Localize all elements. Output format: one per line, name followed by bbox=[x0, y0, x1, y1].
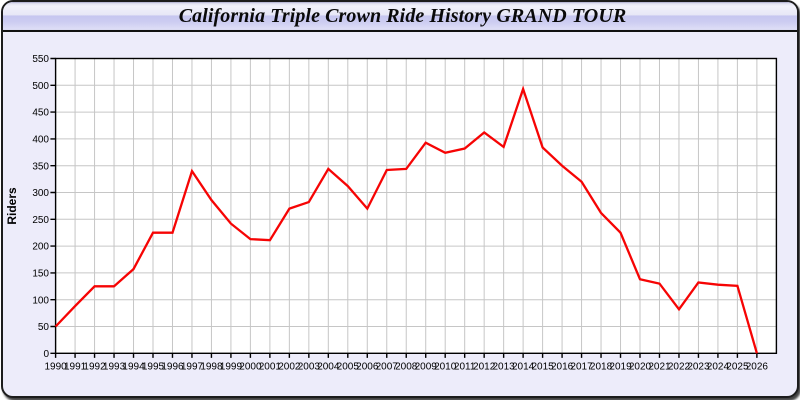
svg-text:2012: 2012 bbox=[473, 362, 496, 373]
svg-text:2015: 2015 bbox=[531, 362, 554, 373]
svg-text:150: 150 bbox=[32, 269, 49, 280]
svg-text:0: 0 bbox=[43, 349, 49, 360]
svg-text:1990: 1990 bbox=[44, 362, 67, 373]
svg-text:2019: 2019 bbox=[609, 362, 632, 373]
svg-text:2000: 2000 bbox=[239, 362, 262, 373]
svg-text:1998: 1998 bbox=[200, 362, 223, 373]
svg-text:1993: 1993 bbox=[103, 362, 126, 373]
svg-text:400: 400 bbox=[32, 135, 49, 146]
svg-text:300: 300 bbox=[32, 188, 49, 199]
svg-text:1999: 1999 bbox=[220, 362, 243, 373]
svg-text:2001: 2001 bbox=[259, 362, 282, 373]
svg-text:1995: 1995 bbox=[142, 362, 165, 373]
svg-text:2024: 2024 bbox=[707, 362, 730, 373]
svg-text:350: 350 bbox=[32, 161, 49, 172]
svg-text:2016: 2016 bbox=[551, 362, 574, 373]
svg-text:2021: 2021 bbox=[648, 362, 671, 373]
svg-text:200: 200 bbox=[32, 242, 49, 253]
svg-text:1994: 1994 bbox=[122, 362, 145, 373]
svg-text:2011: 2011 bbox=[454, 362, 476, 373]
svg-text:2014: 2014 bbox=[512, 362, 535, 373]
svg-text:1992: 1992 bbox=[83, 362, 106, 373]
svg-text:2007: 2007 bbox=[376, 362, 399, 373]
svg-text:2009: 2009 bbox=[415, 362, 438, 373]
svg-text:100: 100 bbox=[32, 295, 49, 306]
svg-text:2017: 2017 bbox=[570, 362, 593, 373]
svg-text:2025: 2025 bbox=[726, 362, 749, 373]
svg-text:2004: 2004 bbox=[317, 362, 340, 373]
svg-text:2008: 2008 bbox=[395, 362, 418, 373]
svg-text:2006: 2006 bbox=[356, 362, 379, 373]
svg-text:1997: 1997 bbox=[181, 362, 204, 373]
svg-text:450: 450 bbox=[32, 108, 49, 119]
svg-text:1991: 1991 bbox=[64, 362, 87, 373]
svg-text:1996: 1996 bbox=[161, 362, 184, 373]
svg-text:2023: 2023 bbox=[687, 362, 710, 373]
svg-text:2003: 2003 bbox=[298, 362, 321, 373]
svg-text:2018: 2018 bbox=[590, 362, 613, 373]
svg-text:2002: 2002 bbox=[278, 362, 301, 373]
svg-text:2022: 2022 bbox=[668, 362, 691, 373]
svg-text:2010: 2010 bbox=[434, 362, 457, 373]
svg-text:2005: 2005 bbox=[337, 362, 360, 373]
svg-text:2026: 2026 bbox=[746, 362, 769, 373]
svg-text:550: 550 bbox=[32, 54, 49, 65]
svg-text:2020: 2020 bbox=[629, 362, 652, 373]
svg-text:500: 500 bbox=[32, 81, 49, 92]
svg-text:250: 250 bbox=[32, 215, 49, 226]
svg-text:Riders: Riders bbox=[5, 187, 19, 225]
svg-text:50: 50 bbox=[38, 322, 50, 333]
svg-text:2013: 2013 bbox=[493, 362, 516, 373]
